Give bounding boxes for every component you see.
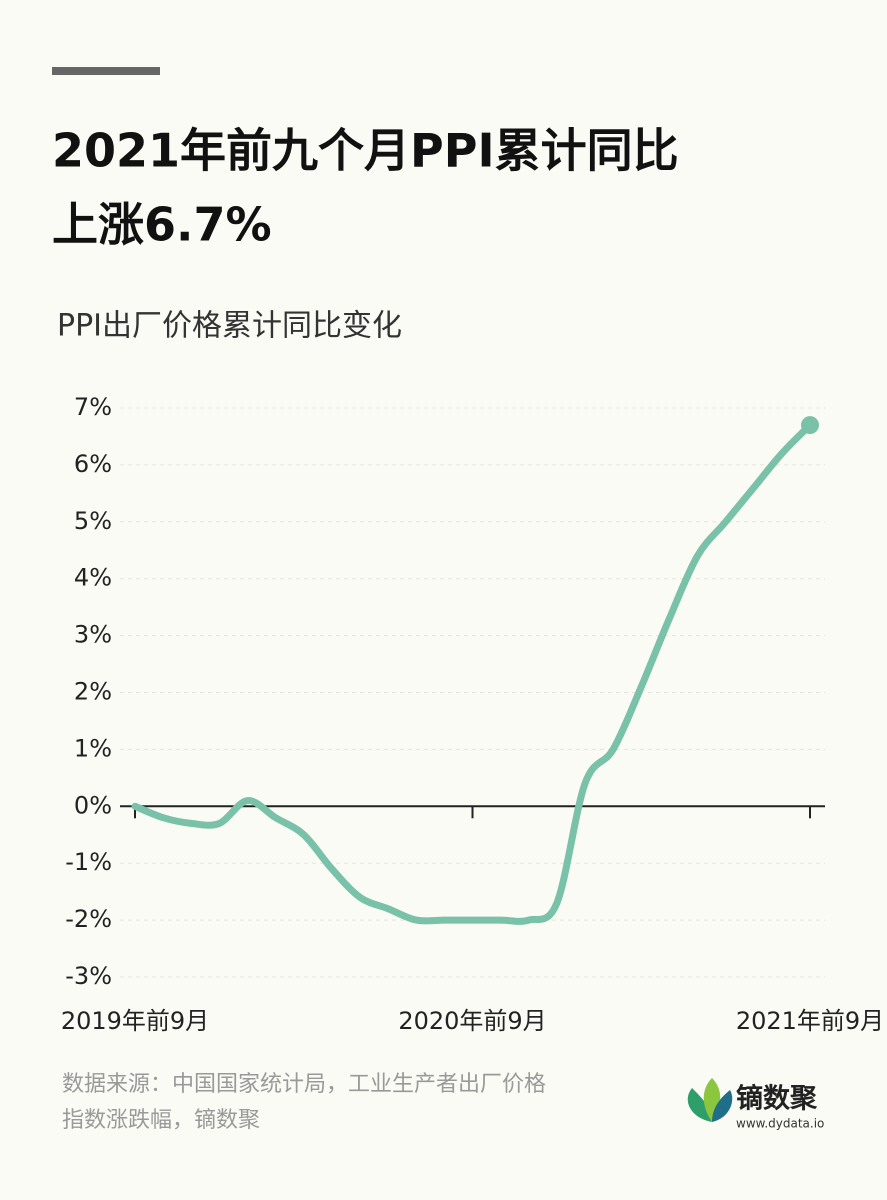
chart-title: 上涨6.7% (52, 198, 272, 252)
y-tick-label: 6% (74, 450, 112, 478)
brand-name: 镝数聚 (736, 1083, 818, 1115)
y-tick-label: 4% (74, 564, 112, 592)
y-tick-label: 5% (74, 507, 112, 535)
series-line (131, 421, 814, 925)
logo-leaf (712, 1090, 733, 1122)
logo-leaf (687, 1088, 712, 1122)
y-tick-label: -3% (65, 962, 112, 990)
y-tick-label: 7% (74, 393, 112, 421)
y-tick-label: -2% (65, 905, 112, 933)
x-tick-label: 2019年前9月 (61, 1007, 209, 1035)
accent-bar (52, 67, 160, 75)
y-tick-label: -1% (65, 848, 112, 876)
chart-subtitle: PPI出厂价格累计同比变化 (57, 309, 402, 344)
source: 数据来源：中国国家统计局，工业生产者出厂价格 (62, 1072, 546, 1097)
brand-logo (687, 1078, 733, 1122)
y-tick-label: 3% (74, 621, 112, 649)
x-tick-label: 2020年前9月 (398, 1007, 546, 1035)
end-point (801, 416, 819, 435)
brand-url: www.dydata.io (736, 1117, 824, 1131)
source: 指数涨跌幅，镝数聚 (62, 1108, 260, 1133)
y-tick-label: 0% (74, 791, 112, 819)
x-tick-label: 2021年前9月 (736, 1007, 884, 1035)
chart-title: 2021年前九个月PPI累计同比 (52, 124, 679, 178)
y-tick-label: 1% (74, 734, 112, 762)
y-tick-label: 2% (74, 678, 112, 706)
